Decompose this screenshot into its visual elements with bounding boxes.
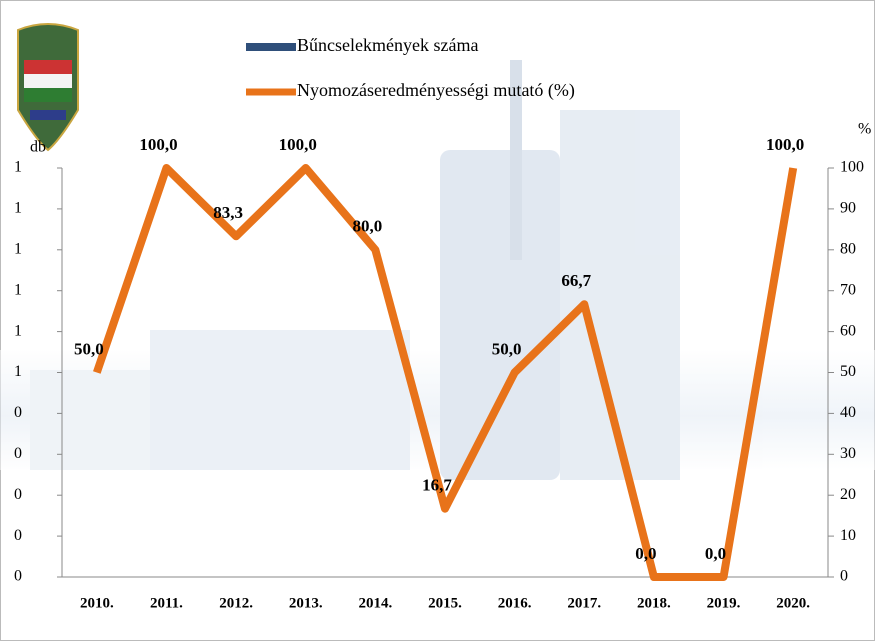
data-label: 66,7 — [561, 271, 591, 290]
x-tick-label: 2016. — [498, 595, 532, 611]
line — [93, 164, 798, 581]
y-tick-label: 1 — [14, 159, 22, 176]
y2-tick-label: 90 — [840, 200, 856, 217]
y2-tick-label: 40 — [840, 404, 856, 421]
y-tick-label: 1 — [14, 322, 22, 339]
x-tick-label: 2014. — [358, 595, 392, 611]
y2-axis-label: % — [858, 121, 871, 138]
y2-tick-label: 0 — [840, 568, 848, 585]
y-tick-label: 1 — [14, 240, 22, 257]
logo — [17, 23, 79, 152]
y2-tick-label: 10 — [840, 527, 856, 544]
y-tick-label: 0 — [14, 486, 22, 503]
data-label: 100,0 — [139, 135, 177, 154]
data-label: 16,7 — [422, 476, 452, 495]
y-axis-label: db — [30, 139, 46, 156]
y-tick-label: 1 — [14, 281, 22, 298]
legend-label: Bűncselekmények száma — [297, 35, 478, 55]
y-tick-label: 0 — [14, 568, 22, 585]
background-image — [0, 60, 875, 480]
data-label: 80,0 — [352, 217, 382, 236]
x-tick-label: 2015. — [428, 595, 462, 611]
y2-tick-label: 60 — [840, 322, 856, 339]
data-label: 100,0 — [279, 135, 317, 154]
data-label: 50,0 — [74, 339, 104, 358]
legend-swatch — [246, 43, 296, 51]
y-tick-label: 1 — [14, 363, 22, 380]
y-tick-label: 0 — [14, 445, 22, 462]
x-tick-label: 2012. — [219, 595, 253, 611]
x-tick-label: 2013. — [289, 595, 323, 611]
x-tick-label: 2019. — [707, 595, 741, 611]
y-tick-label: 0 — [14, 527, 22, 544]
y2-tick-label: 100 — [840, 159, 864, 176]
y2-tick-label: 80 — [840, 240, 856, 257]
y2-tick-label: 30 — [840, 445, 856, 462]
x-tick-label: 2018. — [637, 595, 671, 611]
x-tick-label: 2011. — [150, 595, 183, 611]
data-label: 0,0 — [635, 544, 656, 563]
y2-tick-label: 50 — [840, 363, 856, 380]
data-label: 0,0 — [705, 544, 726, 563]
y-tick-label: 0 — [14, 404, 22, 421]
y-tick-label: 1 — [14, 200, 22, 217]
data-label: 83,3 — [213, 203, 243, 222]
data-label: 100,0 — [766, 135, 804, 154]
legend-label: Nyomozáseredményességi mutató (%) — [297, 80, 575, 101]
data-label: 50,0 — [492, 339, 522, 358]
x-tick-label: 2010. — [80, 595, 114, 611]
y2-tick-label: 70 — [840, 281, 856, 298]
y2-tick-label: 20 — [840, 486, 856, 503]
x-tick-label: 2017. — [567, 595, 601, 611]
x-tick-label: 2020. — [776, 595, 810, 611]
